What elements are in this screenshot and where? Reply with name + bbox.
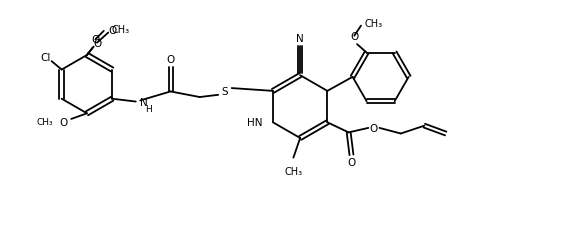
Text: N: N xyxy=(296,33,304,43)
Text: O: O xyxy=(59,117,67,127)
Text: O: O xyxy=(91,35,99,45)
Text: O: O xyxy=(108,26,116,36)
Text: H: H xyxy=(145,104,151,113)
Text: N: N xyxy=(140,97,148,107)
Text: O: O xyxy=(167,55,174,65)
Text: O: O xyxy=(347,158,356,167)
Text: CH₃: CH₃ xyxy=(36,118,53,127)
Text: HN: HN xyxy=(247,118,263,128)
Text: O: O xyxy=(350,32,358,42)
Text: CH₃: CH₃ xyxy=(284,166,302,176)
Text: O: O xyxy=(370,123,378,133)
Text: CH₃: CH₃ xyxy=(111,25,129,35)
Text: Cl: Cl xyxy=(41,53,51,63)
Text: CH₃: CH₃ xyxy=(364,19,383,29)
Text: S: S xyxy=(222,87,228,97)
Text: O: O xyxy=(93,39,101,49)
